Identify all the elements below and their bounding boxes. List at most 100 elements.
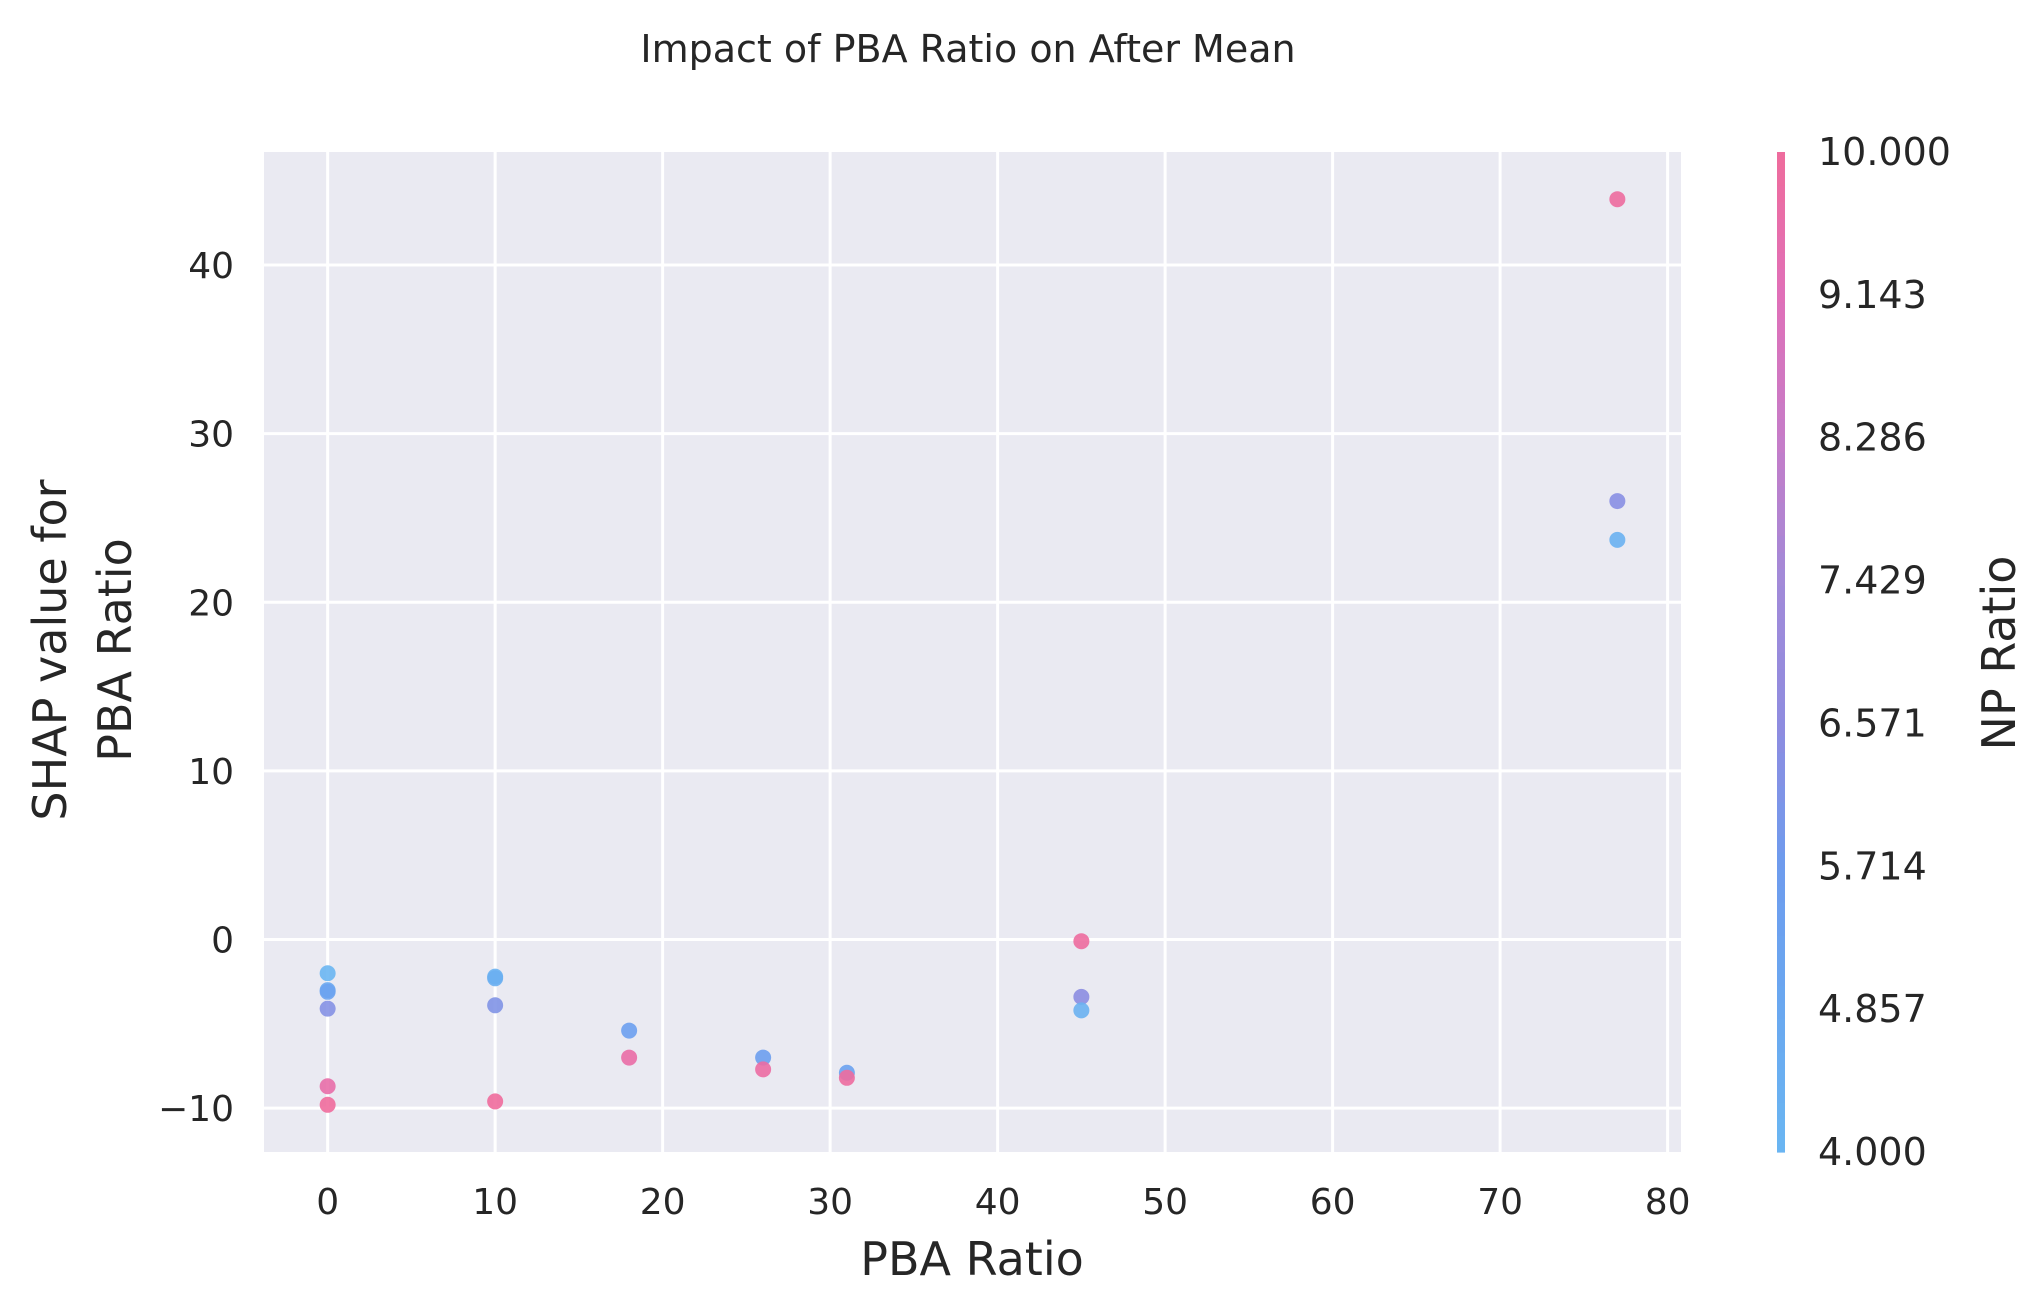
colorbar-segment	[1777, 402, 1785, 420]
y-tick-label: 30	[188, 415, 234, 456]
colorbar-tick-label: 9.143	[1818, 273, 1927, 317]
colorbar-segment	[1777, 668, 1785, 686]
colorbar-segment	[1777, 418, 1785, 436]
colorbar-segment	[1777, 302, 1785, 320]
colorbar-tick-label: 4.857	[1818, 987, 1927, 1031]
scatter-point	[1609, 531, 1626, 548]
chart-title: Impact of PBA Ratio on After Mean	[640, 27, 1295, 71]
colorbar-segment	[1777, 868, 1785, 886]
x-tick-label: 40	[975, 1182, 1021, 1223]
plot-area	[264, 152, 1681, 1152]
x-tick-label: 70	[1477, 1182, 1523, 1223]
x-tick-label: 80	[1645, 1182, 1691, 1223]
colorbar-segment	[1777, 518, 1785, 536]
scatter-point	[1073, 933, 1090, 950]
colorbar-segment	[1777, 952, 1785, 970]
colorbar-segment	[1777, 368, 1785, 386]
colorbar-segment	[1777, 735, 1785, 753]
y-axis-label: SHAP value for PBA Ratio	[23, 479, 142, 820]
y-tick-label: 0	[211, 921, 234, 962]
colorbar-segment	[1777, 585, 1785, 603]
scatter-point	[319, 965, 336, 982]
y-tick-label: 20	[188, 583, 234, 624]
colorbar-segment	[1777, 1068, 1785, 1086]
y-axis-label-line-2: PBA Ratio	[88, 538, 142, 762]
grid	[264, 152, 1681, 1152]
y-axis-label-line-1: SHAP value for	[23, 479, 77, 820]
colorbar-segment	[1777, 1135, 1785, 1153]
colorbar-segment	[1777, 718, 1785, 736]
colorbar-segment	[1777, 1002, 1785, 1020]
colorbar-segment	[1777, 352, 1785, 370]
x-tick-label: 20	[640, 1182, 686, 1223]
colorbar: 4.000 4.857 5.714 6.571 7.429 8.286 9.143 10.00…	[1777, 130, 1951, 1174]
colorbar-segment	[1777, 285, 1785, 303]
colorbar-segment	[1777, 1118, 1785, 1136]
colorbar-segment	[1777, 552, 1785, 570]
colorbar-segment	[1777, 452, 1785, 470]
colorbar-segment	[1777, 218, 1785, 236]
scatter-point	[319, 1000, 336, 1017]
colorbar-segment	[1777, 835, 1785, 853]
scatter-point	[1073, 988, 1090, 1005]
scatter-point	[1609, 191, 1626, 208]
plot-background	[264, 152, 1681, 1152]
colorbar-segment	[1777, 885, 1785, 903]
colorbar-segment	[1777, 318, 1785, 336]
x-tick-label: 30	[807, 1182, 853, 1223]
colorbar-tick-label: 10.000	[1818, 130, 1951, 174]
colorbar-segment	[1777, 1018, 1785, 1036]
x-axis-ticks: 0 10 20 30 40 50 60 70 80	[316, 1182, 1690, 1223]
colorbar-segment	[1777, 1102, 1785, 1120]
y-tick-label: 10	[188, 752, 234, 793]
scatter-point	[621, 1049, 638, 1066]
colorbar-tick-label: 6.571	[1818, 701, 1927, 745]
y-tick-label: −10	[158, 1089, 234, 1130]
colorbar-segment	[1777, 535, 1785, 553]
colorbar-segment	[1777, 968, 1785, 986]
colorbar-segment	[1777, 385, 1785, 403]
scatter-point	[838, 1069, 855, 1086]
colorbar-tick-label: 5.714	[1818, 844, 1927, 888]
scatter-point	[1073, 1002, 1090, 1019]
colorbar-segment	[1777, 185, 1785, 203]
colorbar-segment	[1777, 1035, 1785, 1053]
colorbar-segment	[1777, 935, 1785, 953]
y-axis-ticks: −10 0 10 20 30 40	[158, 246, 234, 1130]
scatter-point	[755, 1049, 772, 1066]
colorbar-tick-label: 8.286	[1818, 416, 1927, 460]
colorbar-segment	[1777, 652, 1785, 670]
colorbar-segment	[1777, 268, 1785, 286]
colorbar-segment	[1777, 335, 1785, 353]
colorbar-segment	[1777, 785, 1785, 803]
colorbar-segment	[1777, 985, 1785, 1003]
colorbar-segment	[1777, 802, 1785, 820]
colorbar-segment	[1777, 468, 1785, 486]
colorbar-segment	[1777, 635, 1785, 653]
colorbar-segment	[1777, 902, 1785, 920]
colorbar-segment	[1777, 568, 1785, 586]
scatter-point	[621, 1022, 638, 1039]
y-tick-label: 40	[188, 246, 234, 287]
colorbar-segment	[1777, 685, 1785, 703]
scatter-point	[319, 1078, 336, 1095]
colorbar-segment	[1777, 435, 1785, 453]
x-tick-label: 60	[1310, 1182, 1356, 1223]
colorbar-tick-label: 7.429	[1818, 559, 1927, 603]
colorbar-segment	[1777, 852, 1785, 870]
scatter-point	[1609, 493, 1626, 510]
scatter-point	[319, 983, 336, 1000]
colorbar-segment	[1777, 602, 1785, 620]
colorbar-segment	[1777, 702, 1785, 720]
colorbar-segment	[1777, 252, 1785, 270]
scatter-point	[487, 970, 504, 987]
colorbar-segment	[1777, 918, 1785, 936]
colorbar-segment	[1777, 618, 1785, 636]
colorbar-segment	[1777, 1052, 1785, 1070]
colorbar-segment	[1777, 502, 1785, 520]
colorbar-segment	[1777, 752, 1785, 770]
scatter-point	[487, 1093, 504, 1110]
colorbar-segment	[1777, 202, 1785, 220]
colorbar-segment	[1777, 235, 1785, 253]
